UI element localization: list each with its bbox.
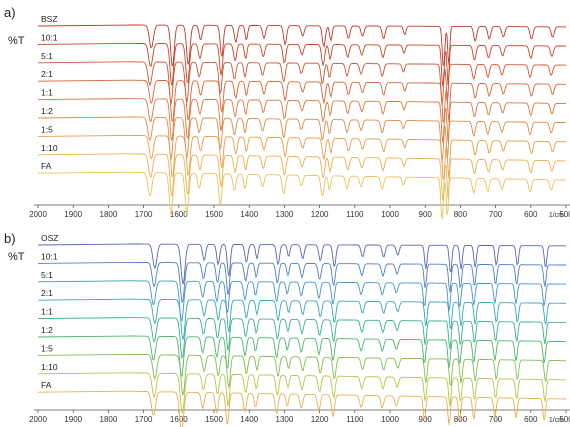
series-line — [37, 153, 566, 201]
panel-b-chart: 2000 1900 1800 1700 1600 1500 1400 1300 1200 1100… — [29, 233, 570, 427]
panel-a: a) %T 2000 1900 1800 1700 1600 1500 1400 1300 12… — [4, 5, 570, 220]
x-tick-label: 600 — [524, 415, 538, 424]
x-tick-label: 2000 — [29, 415, 47, 424]
series-line — [37, 372, 566, 415]
series-line — [37, 261, 566, 304]
series-label: 1:1 — [41, 307, 53, 317]
x-tick-label: 1000 — [381, 415, 399, 424]
series-label: 2:1 — [41, 288, 53, 298]
x-tick-label: 700 — [489, 415, 503, 424]
x-tick-label: 500 — [559, 210, 570, 219]
series-label: 1:5 — [41, 124, 53, 134]
series-label: 10:1 — [41, 32, 58, 42]
series-line — [37, 298, 566, 340]
series-label: 1:5 — [41, 343, 53, 353]
series-line — [37, 243, 566, 285]
panel-a-ylabel: %T — [8, 35, 25, 47]
series-label: BSZ — [41, 14, 58, 24]
x-tick-label: 1600 — [170, 415, 188, 424]
series-line — [37, 171, 566, 220]
x-tick-label: 800 — [454, 415, 468, 424]
series-line — [37, 134, 566, 180]
x-tick-label: 1400 — [240, 415, 258, 424]
series-line — [37, 335, 566, 377]
x-tick-label: 1100 — [346, 210, 364, 219]
x-tick-label: 1100 — [346, 415, 364, 424]
x-tick-label: 800 — [454, 210, 468, 219]
series-label: 1:10 — [41, 362, 58, 372]
panel-a-chart: 2000 1900 1800 1700 1600 1500 1400 1300 1200 1100… — [29, 14, 570, 220]
x-tick-label: 1400 — [240, 210, 258, 219]
series-label: 1:2 — [41, 325, 53, 335]
x-tick-label: 1700 — [135, 210, 153, 219]
panel-a-label: a) — [4, 5, 16, 20]
x-tick-label: 600 — [524, 210, 538, 219]
x-tick-label: 500 — [559, 415, 570, 424]
x-tick-label: 1900 — [64, 210, 82, 219]
series-line — [37, 42, 566, 87]
series-label: 5:1 — [41, 270, 53, 280]
x-axis-unit: 1/cm — [549, 212, 564, 219]
series-label: 5:1 — [41, 51, 53, 61]
series-line — [37, 116, 566, 163]
x-tick-label: 1200 — [311, 210, 329, 219]
x-tick-label: 1300 — [276, 210, 294, 219]
series-label: 2:1 — [41, 69, 53, 79]
series-label: FA — [41, 380, 52, 390]
series-label: 10:1 — [41, 251, 58, 261]
x-axis-unit: 1/cm — [549, 417, 564, 424]
x-tick-label: 1700 — [135, 415, 153, 424]
x-tick-label: 900 — [419, 415, 433, 424]
x-tick-label: 1800 — [100, 210, 118, 219]
x-tick-label: 1600 — [170, 210, 188, 219]
x-tick-label: 900 — [419, 210, 433, 219]
x-tick-label: 1800 — [100, 415, 118, 424]
panel-b-ylabel: %T — [8, 251, 25, 263]
x-tick-label: 1500 — [205, 415, 223, 424]
panel-b-label: b) — [4, 231, 16, 246]
series-label: 1:10 — [41, 143, 58, 153]
series-line — [37, 79, 566, 123]
x-tick-label: 1200 — [311, 415, 329, 424]
series-line — [37, 61, 566, 107]
series-line — [37, 390, 566, 427]
series-line — [37, 280, 566, 322]
series-label: 1:1 — [41, 88, 53, 98]
series-label: 1:2 — [41, 106, 53, 116]
series-line — [37, 317, 566, 360]
x-tick-label: 1300 — [276, 415, 294, 424]
panel-b: b) %T 2000 1900 1800 1700 1600 1500 1400 1300 12… — [0, 226, 570, 427]
x-tick-label: 1900 — [64, 415, 82, 424]
series-line — [37, 98, 566, 144]
series-line — [37, 24, 566, 67]
x-tick-label: 2000 — [29, 210, 47, 219]
series-label: OSZ — [41, 233, 58, 243]
x-tick-label: 1500 — [205, 210, 223, 219]
series-line — [37, 353, 566, 396]
series-label: FA — [41, 161, 52, 171]
x-tick-label: 1000 — [381, 210, 399, 219]
x-tick-label: 700 — [489, 210, 503, 219]
